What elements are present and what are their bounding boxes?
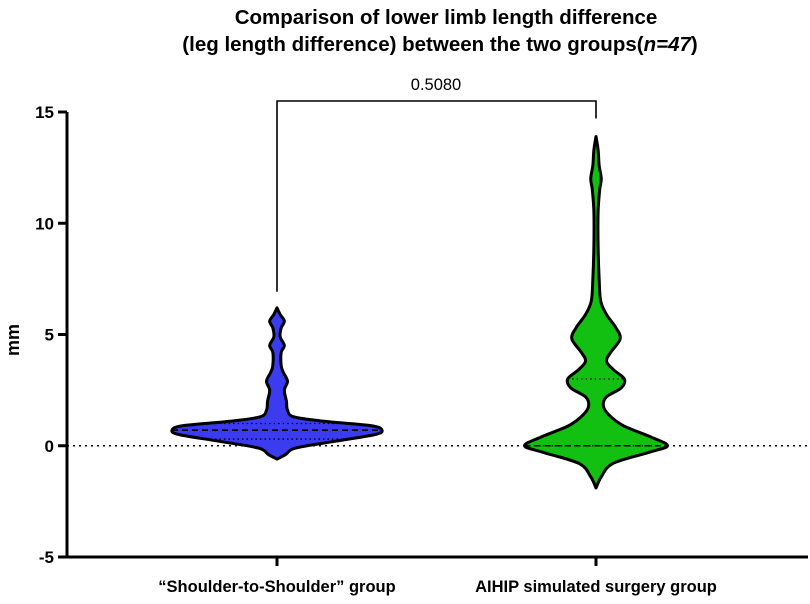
chart-title-line-2-text: (leg length difference) between the two … <box>182 33 643 56</box>
chart-title-italic-n: n=47 <box>644 33 693 56</box>
p-value-label: 0.5080 <box>411 76 461 94</box>
chart-title-line-1: Comparison of lower limb length differen… <box>235 6 658 29</box>
x-category-label: AIHIP simulated surgery group <box>475 578 717 596</box>
y-tick-label: 0 <box>45 437 54 456</box>
y-tick-label: 15 <box>35 103 54 122</box>
violin-body-1 <box>170 306 384 461</box>
y-tick-label: 10 <box>35 214 54 233</box>
significance-bracket <box>276 100 597 292</box>
y-axis-label: mm <box>3 324 23 356</box>
chart-title-line-2-close: ) <box>691 33 698 56</box>
chart-marks: -5 0 5 10 15 “Shoulder-to-Shoulder” group AIHI… <box>35 100 808 596</box>
y-tick-label: -5 <box>39 548 54 567</box>
violin-body-2 <box>523 134 669 490</box>
x-category-label: “Shoulder-to-Shoulder” group <box>158 578 395 596</box>
chart-title-line-2: (leg length difference) between the two … <box>182 33 697 56</box>
y-tick-label: 5 <box>45 326 54 345</box>
